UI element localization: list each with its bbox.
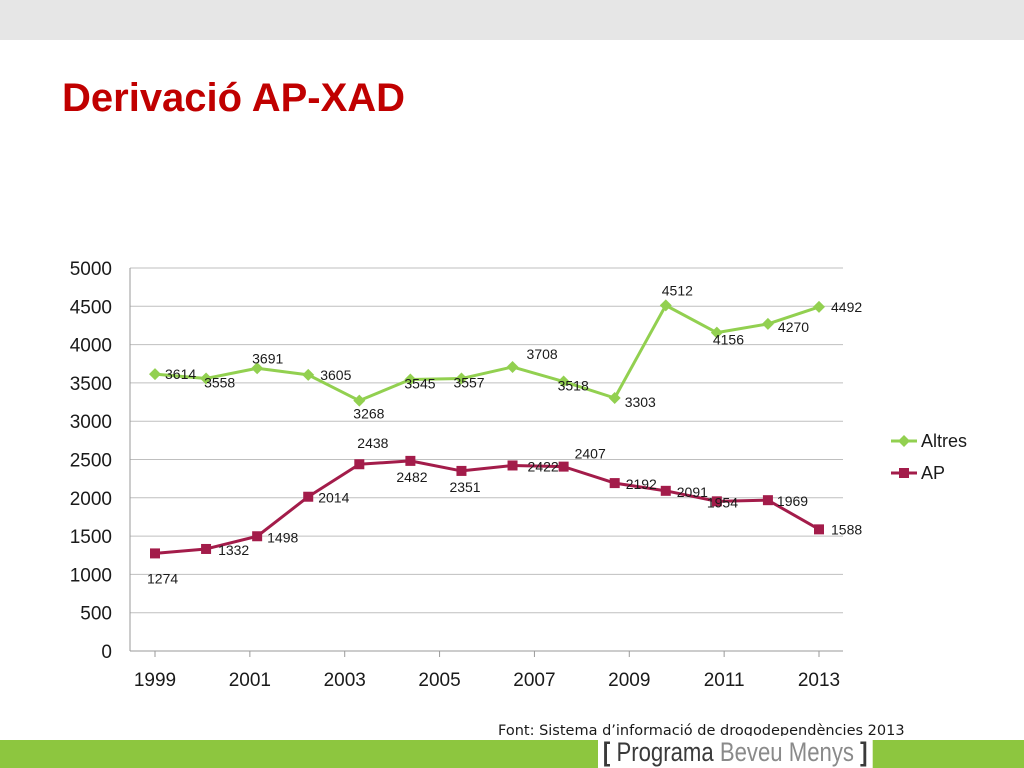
y-tick-label: 2000 — [70, 489, 112, 510]
data-label: 1332 — [218, 542, 249, 558]
y-tick-label: 0 — [101, 642, 112, 663]
brand-close-bracket: ] — [860, 737, 868, 767]
data-point — [354, 459, 365, 470]
x-tick-label: 2009 — [608, 670, 650, 691]
data-point — [150, 548, 160, 559]
y-tick-label: 2500 — [70, 451, 112, 472]
data-point — [761, 317, 774, 330]
data-label: 3268 — [353, 406, 384, 422]
y-tick-label: 4500 — [70, 297, 112, 318]
data-label: 2192 — [626, 476, 657, 492]
x-tick-label: 2005 — [418, 670, 460, 691]
data-label: 3708 — [527, 346, 558, 362]
data-point — [404, 373, 417, 386]
data-point — [149, 368, 161, 381]
data-point — [456, 465, 467, 476]
brand-name: Programa — [616, 737, 714, 767]
x-tick-label: 2001 — [229, 670, 271, 691]
source-note: Font: Sistema d’informació de drogodepen… — [498, 723, 905, 739]
y-tick-label: 1500 — [70, 527, 112, 548]
data-point — [659, 299, 672, 312]
data-point — [813, 300, 825, 313]
data-label: 3545 — [404, 375, 435, 391]
series-line-ap — [154, 459, 820, 555]
data-label: 4270 — [778, 319, 809, 335]
data-label: 2422 — [528, 458, 559, 474]
x-tick-label: 2011 — [704, 670, 745, 691]
y-tick-label: 1000 — [70, 565, 112, 586]
data-point — [252, 531, 263, 542]
legend-marker — [899, 468, 909, 478]
data-point — [506, 360, 519, 373]
data-point — [558, 461, 569, 472]
legend-label: AP — [921, 463, 945, 483]
data-label: 3558 — [204, 374, 235, 390]
brand-accent: Beveu Menys — [719, 737, 854, 767]
data-point — [353, 394, 366, 407]
data-label: 2482 — [396, 469, 427, 485]
data-label: 2438 — [357, 435, 388, 451]
data-point — [762, 495, 773, 506]
data-point — [710, 326, 723, 339]
y-tick-label: 5000 — [70, 259, 112, 280]
data-label: 1588 — [831, 521, 862, 537]
data-point — [405, 455, 416, 466]
data-point — [608, 391, 621, 404]
data-point — [303, 491, 314, 502]
data-label: 2091 — [677, 484, 708, 500]
x-tick-label: 2007 — [513, 670, 555, 691]
data-label: 3303 — [625, 394, 656, 410]
x-tick-label: 1999 — [134, 670, 176, 691]
y-axis-ticks: 0 500 1000 1500 2000 2500 3000 3500 4000 4500 5000 — [70, 259, 112, 663]
data-point — [200, 372, 213, 385]
data-label: 2351 — [449, 479, 480, 495]
data-label: 1969 — [777, 493, 808, 509]
data-label: 4156 — [713, 332, 744, 348]
data-point — [711, 496, 722, 507]
x-tick-label: 2013 — [798, 670, 840, 691]
data-point — [507, 460, 518, 471]
data-label: 1498 — [267, 529, 298, 545]
data-point — [609, 478, 620, 489]
data-point — [201, 543, 212, 554]
series-line-altres — [154, 303, 820, 403]
brand-open-bracket: [ — [602, 737, 611, 767]
data-label: 3614 — [165, 366, 196, 382]
data-label: 3518 — [558, 378, 589, 394]
legend-label: Altres — [921, 431, 967, 451]
data-label: 4492 — [831, 299, 862, 315]
data-point — [814, 524, 824, 535]
series — [149, 299, 825, 559]
data-point — [557, 375, 570, 388]
data-label: 1954 — [707, 494, 738, 510]
data-point — [251, 362, 264, 375]
gridlines — [129, 267, 843, 652]
data-label: 4512 — [662, 282, 693, 298]
y-tick-label: 3000 — [70, 412, 112, 433]
data-label: 3691 — [252, 350, 283, 366]
x-tick-label: 2003 — [324, 670, 366, 691]
legend-marker — [898, 435, 910, 447]
data-point — [302, 368, 315, 381]
brand-logo: [ Programa Beveu Menys ] — [598, 736, 873, 768]
data-point — [660, 485, 671, 496]
data-point — [455, 372, 468, 385]
data-label: 2014 — [318, 490, 349, 506]
data-label: 2407 — [575, 446, 606, 462]
slide-title: Derivació AP-XAD — [62, 76, 406, 120]
top-band — [0, 0, 1024, 40]
y-tick-label: 4000 — [70, 336, 112, 357]
data-label: 1274 — [147, 570, 178, 586]
y-tick-label: 3500 — [70, 374, 112, 395]
legend: Altres AP — [891, 431, 967, 483]
x-axis-ticks: 1999 2001 2003 2005 2007 2009 2011 2013 — [134, 651, 840, 691]
data-label: 3605 — [320, 367, 351, 383]
y-tick-label: 500 — [80, 604, 112, 625]
data-label: 3557 — [453, 375, 484, 391]
